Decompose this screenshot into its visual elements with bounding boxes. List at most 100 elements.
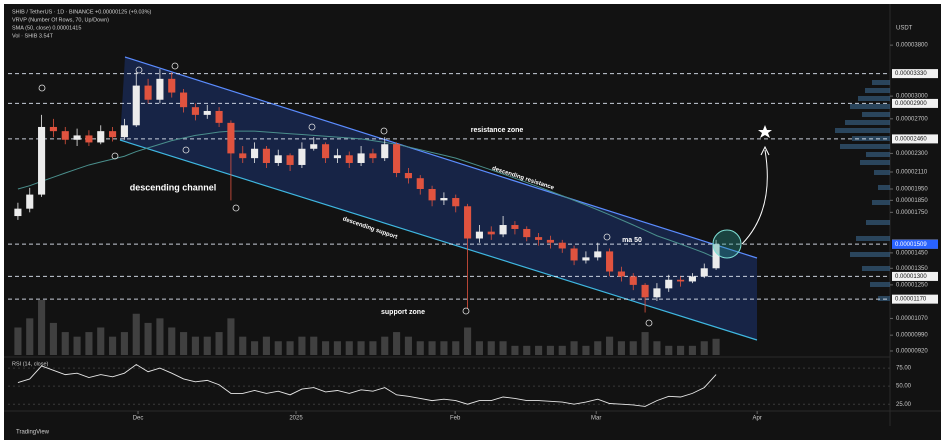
volume-bar (109, 336, 117, 355)
volume-bar (570, 341, 578, 355)
brand-label: TradingView (16, 430, 50, 436)
y-tick-label: 0.00002110 (896, 170, 928, 176)
candle-body (475, 231, 483, 239)
price-line-label: 0.00002460 (895, 136, 927, 142)
y-tick-label: 0.00002300 (896, 151, 928, 157)
volume-bar (416, 341, 424, 355)
resistance-zone-label: resistance zone (471, 127, 524, 134)
candle-body (641, 284, 649, 298)
volume-bar (594, 341, 602, 355)
x-tick-label: Apr (752, 416, 761, 422)
price-label-box (892, 294, 938, 304)
price-label-box (892, 98, 938, 108)
volume-bar (227, 318, 235, 355)
volume-bar (499, 341, 507, 355)
volume-bar (73, 336, 81, 355)
candle-body (665, 279, 673, 289)
candle-body (251, 148, 259, 159)
volume-bar (203, 336, 211, 355)
legend-vrvp: VRVP (Number Of Rows, 70, Up/Down) (12, 17, 109, 23)
volume-bar (251, 341, 259, 355)
rsi-tick-label: 50.00 (896, 384, 912, 390)
legend-sma: SMA (50, close) 0.00001415 (12, 25, 81, 31)
candle-body (523, 228, 531, 238)
volume-bar (262, 336, 270, 355)
volume-bar (404, 336, 412, 355)
volume-bar (286, 341, 294, 355)
candle-body (168, 78, 176, 93)
volume-bar (369, 341, 377, 355)
price-line-label: 0.00003330 (895, 71, 927, 77)
candle-body (333, 155, 341, 159)
projection-arrow (741, 149, 768, 245)
volume-bar (558, 345, 566, 355)
candle-body (85, 135, 93, 143)
candle-body (286, 155, 294, 165)
candle-body (546, 239, 554, 243)
volume-bar (475, 341, 483, 355)
volume-bar (156, 318, 164, 355)
candle-body (227, 122, 235, 154)
candle-body (440, 198, 448, 201)
volume-bar (144, 322, 152, 355)
candle-body (262, 148, 270, 163)
rsi-tick-label: 25.00 (896, 402, 912, 408)
candle-body (535, 237, 543, 240)
arrow-head (760, 145, 770, 156)
candle-body (191, 107, 199, 115)
candle-body (712, 244, 720, 269)
y-tick-label: 0.00001070 (896, 316, 928, 322)
volume-bar (452, 341, 460, 355)
volume-bar (310, 336, 318, 355)
volume-bar (712, 338, 720, 355)
volume-bar (677, 345, 685, 355)
candle-body (310, 144, 318, 149)
candle-body (558, 242, 566, 249)
volume-bar (665, 345, 673, 355)
candle-body (582, 257, 590, 261)
volume-bar (132, 313, 140, 355)
volume-bar (26, 318, 34, 355)
price-label-box (892, 271, 938, 281)
candle-body (109, 131, 117, 138)
candle-body (215, 110, 223, 123)
volume-bar (464, 327, 472, 355)
candle-body (606, 251, 614, 272)
volume-bar (333, 341, 341, 355)
rsi-tick-label: 75.00 (896, 366, 912, 372)
candle-body (274, 155, 282, 163)
volume-bar (191, 336, 199, 355)
price-line-label: 0.00001300 (895, 274, 927, 280)
candle-body (14, 208, 22, 217)
volume-bar (215, 332, 223, 355)
volume-bar (322, 341, 330, 355)
currency-label: USDT (896, 26, 913, 32)
candle-body (617, 271, 625, 277)
ma50-label: ma 50 (622, 237, 642, 244)
volume-bar (546, 345, 554, 355)
candle-body (120, 125, 128, 138)
candle-body (464, 206, 472, 239)
candle-body (61, 131, 69, 140)
target-star (758, 125, 772, 138)
price-label-box (892, 69, 938, 79)
last-price-label: 0.00001509 (895, 242, 927, 248)
volume-bar (345, 341, 353, 355)
y-tick-label: 0.00000990 (896, 333, 928, 339)
candle-body (180, 92, 188, 108)
candle-body (49, 126, 57, 132)
volume-bar (168, 327, 176, 355)
highlight-circle (712, 229, 742, 259)
y-tick-label: 0.00000920 (896, 349, 928, 355)
candle-body (428, 188, 436, 201)
candle-body (357, 153, 365, 163)
price-line-label: 0.00001170 (895, 297, 927, 303)
candle-body (345, 155, 353, 163)
price-line-label: 0.00002900 (895, 101, 927, 107)
volume-bar (49, 322, 57, 355)
candle-body (511, 225, 519, 229)
channel-lower-line (119, 139, 758, 341)
descending-channel-label: descending channel (130, 182, 217, 192)
volume-bar (487, 341, 495, 355)
